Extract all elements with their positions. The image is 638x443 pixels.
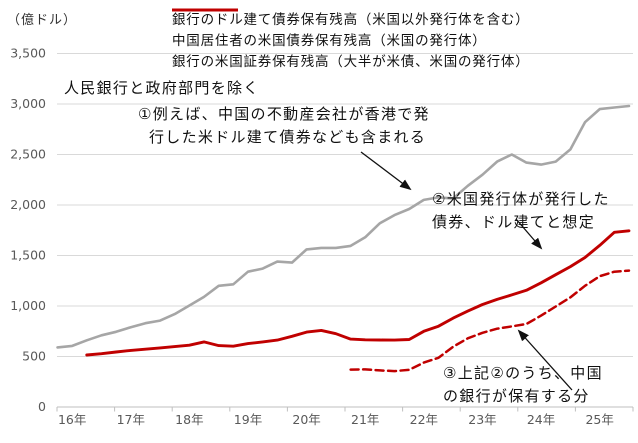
series-lines (56, 104, 631, 373)
red-dashed-line-swatch-icon (172, 8, 238, 12)
annotation-2-line-1: ②米国発行体が発行した (432, 190, 610, 208)
annotation-1-line-1: ①例えば、中国の不動産会社が香港で発 (138, 105, 430, 123)
legend-item-red-dashed-series: 銀行の米国証券保有残高（大半が米債、米国の発行体） (172, 8, 530, 70)
x-tick-label: 24年 (527, 412, 555, 427)
y-axis-unit-label: （億ドル） (7, 13, 78, 28)
x-tick-label: 23年 (468, 412, 496, 427)
x-tick-label: 17年 (117, 412, 145, 427)
y-tick-label: 500 (22, 349, 46, 364)
y-tick-label: 0 (38, 399, 46, 414)
y-axis-tick-labels: 0 500 1,000 1,500 2,000 2,500 3,000 3,500 (10, 46, 46, 415)
legend: 銀行のドル建て債券保有残高（米国以外発行体を含む） 中国居住者の米国債券保有残高… (172, 7, 530, 70)
x-tick-label: 21年 (351, 412, 379, 427)
y-tick-label: 1,500 (10, 248, 46, 263)
annotation-3-line-1: ③上記②のうち、中国 (443, 364, 603, 382)
annotation-2-line-2: 債券、ドル建てと想定 (432, 213, 596, 231)
annotation-1-line-2: 行した米ドル建て債券なども含まれる (149, 128, 427, 146)
annotation-1-arrow (360, 151, 412, 191)
legend-label: 中国居住者の米国債券保有残高（米国の発行体） (172, 32, 487, 49)
x-tick-label: 18年 (175, 412, 203, 427)
y-tick-label: 2,000 (10, 197, 46, 212)
legend-item-red-solid-series: 中国居住者の米国債券保有残高（米国の発行体） (172, 8, 530, 49)
gridlines (57, 53, 633, 408)
y-tick-label: 3,500 (10, 46, 46, 61)
y-tick-label: 2,500 (10, 147, 46, 162)
annotation-3-arrow (517, 329, 573, 391)
x-tick-label: 19年 (234, 412, 262, 427)
x-tick-label: 16年 (58, 412, 86, 427)
annotation-3-line-2: の銀行が保有する分 (443, 387, 590, 405)
chart-note: 人民銀行と政府部門を除く (64, 79, 260, 97)
x-axis-tick-labels: 16年 17年 18年 19年 20年 21年 22年 23年 24年 25年 (58, 412, 614, 427)
annotation-2: ②米国発行体が発行した 債券、ドル建てと想定 (432, 188, 610, 234)
annotation-arrows (360, 151, 573, 391)
y-tick-label: 3,000 (10, 96, 46, 111)
y-tick-label: 1,000 (10, 298, 46, 313)
x-axis (56, 407, 634, 412)
series-line-red-solid (85, 229, 631, 357)
legend-label: 銀行のドル建て債券保有残高（米国以外発行体を含む） (172, 11, 530, 28)
annotation-1: ①例えば、中国の不動産会社が香港で発 行した米ドル建て債券なども含まれる (138, 103, 430, 149)
annotation-2-arrow (515, 218, 543, 250)
x-tick-label: 20年 (292, 412, 320, 427)
annotation-3: ③上記②のうち、中国 の銀行が保有する分 (443, 362, 603, 408)
legend-label: 銀行の米国証券保有残高（大半が米債、米国の発行体） (172, 53, 530, 70)
x-tick-label: 25年 (585, 412, 613, 427)
x-tick-label: 22年 (410, 412, 438, 427)
series-line-gray-solid (56, 104, 631, 349)
series-line-red-dashed (349, 269, 631, 373)
